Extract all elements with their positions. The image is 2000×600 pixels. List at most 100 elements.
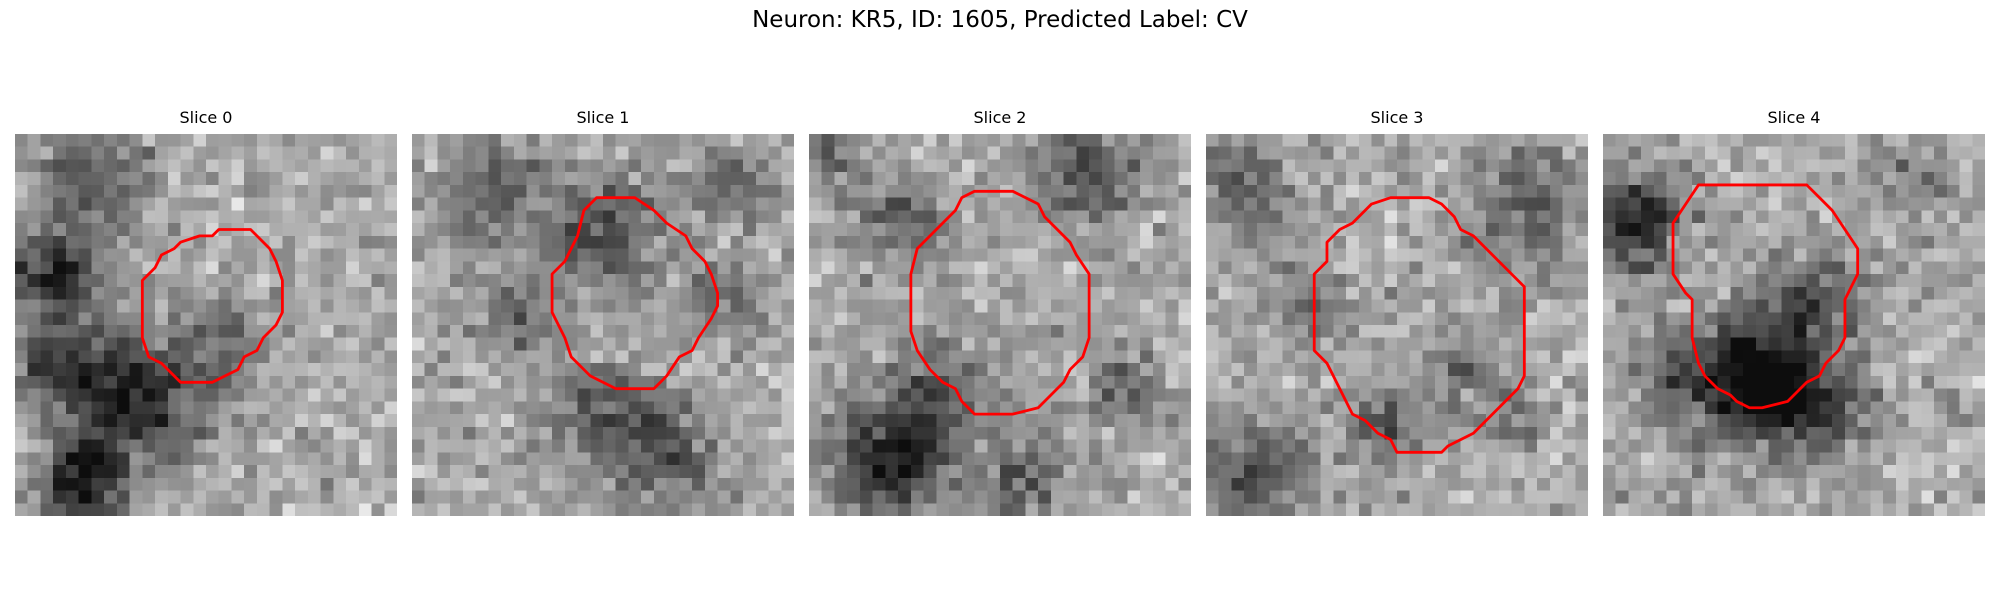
pixel	[834, 223, 848, 237]
pixel	[256, 210, 270, 224]
pixel	[1152, 146, 1166, 160]
pixel	[462, 261, 476, 275]
pixel	[1231, 286, 1245, 300]
pixel	[1524, 210, 1538, 224]
pixel	[781, 439, 794, 453]
pixel	[1511, 503, 1525, 516]
pixel	[1870, 490, 1884, 504]
pixel	[1447, 159, 1461, 173]
pixel	[475, 286, 489, 300]
pixel	[755, 172, 769, 186]
pixel	[53, 363, 67, 377]
pixel	[872, 134, 886, 147]
pixel	[1895, 426, 1909, 440]
pixel	[1218, 388, 1232, 402]
pixel	[1063, 286, 1077, 300]
pixel	[923, 375, 937, 389]
pixel	[653, 401, 667, 415]
pixel	[1333, 426, 1347, 440]
pixel	[1140, 210, 1154, 224]
pixel	[1908, 452, 1922, 466]
pixel	[501, 146, 515, 160]
pixel	[320, 172, 334, 186]
pixel	[346, 146, 360, 160]
pixel	[371, 286, 385, 300]
pixel	[488, 503, 502, 516]
pixel	[730, 350, 744, 364]
pixel	[1101, 337, 1115, 351]
pixel	[1653, 337, 1667, 351]
pixel	[1537, 401, 1551, 415]
pixel	[1562, 388, 1576, 402]
pixel	[1397, 477, 1410, 491]
pixel	[1384, 503, 1398, 516]
pixel	[1127, 426, 1141, 440]
pixel	[1641, 312, 1655, 326]
pixel	[1717, 299, 1731, 313]
pixel	[1743, 414, 1757, 428]
pixel	[1730, 134, 1744, 147]
pixel	[1178, 172, 1191, 186]
pixel	[1768, 375, 1782, 389]
pixel	[1333, 401, 1347, 415]
pixel	[371, 134, 385, 147]
pixel	[539, 465, 553, 479]
pixel	[1549, 146, 1563, 160]
pixel	[936, 477, 950, 491]
pixel	[1934, 465, 1948, 479]
pixel	[307, 350, 321, 364]
pixel	[564, 426, 578, 440]
pixel	[180, 439, 194, 453]
pixel	[116, 401, 130, 415]
pixel	[1562, 490, 1576, 504]
pixel	[193, 223, 207, 237]
pixel	[1076, 414, 1090, 428]
pixel	[1781, 248, 1795, 262]
pixel	[809, 248, 822, 262]
pixel	[1768, 274, 1782, 288]
pixel	[501, 426, 515, 440]
pixel	[1844, 299, 1858, 313]
pixel	[1346, 401, 1360, 415]
pixel	[1870, 312, 1884, 326]
pixel	[1038, 452, 1052, 466]
pixel	[1679, 414, 1693, 428]
pixel	[462, 248, 476, 262]
pixel	[1666, 375, 1680, 389]
slice-panel-3: Slice 3	[1206, 108, 1588, 516]
pixel	[40, 490, 54, 504]
pixel	[949, 286, 963, 300]
pixel	[231, 134, 245, 147]
pixel	[320, 490, 334, 504]
pixel	[475, 299, 489, 313]
pixel	[1206, 248, 1219, 262]
pixel	[1447, 490, 1461, 504]
pixel	[679, 134, 693, 147]
pixel	[1206, 414, 1219, 428]
pixel	[104, 172, 118, 186]
pixel	[730, 426, 744, 440]
pixel	[949, 401, 963, 415]
pixel	[129, 235, 143, 249]
pixel	[755, 426, 769, 440]
pixel	[949, 134, 963, 147]
pixel	[1628, 426, 1642, 440]
pixel	[1089, 286, 1103, 300]
pixel	[269, 388, 283, 402]
pixel	[1165, 274, 1179, 288]
pixel	[295, 210, 309, 224]
pixel	[1333, 490, 1347, 504]
pixel	[488, 337, 502, 351]
pixel	[142, 414, 156, 428]
pixel	[1140, 503, 1154, 516]
pixel	[1218, 197, 1232, 211]
pixel	[15, 299, 28, 313]
pixel	[641, 184, 655, 198]
pixel	[821, 388, 835, 402]
pixel	[615, 184, 629, 198]
pixel	[488, 248, 502, 262]
pixel	[1959, 235, 1973, 249]
pixel	[885, 261, 899, 275]
pixel	[704, 159, 718, 173]
pixel	[885, 452, 899, 466]
